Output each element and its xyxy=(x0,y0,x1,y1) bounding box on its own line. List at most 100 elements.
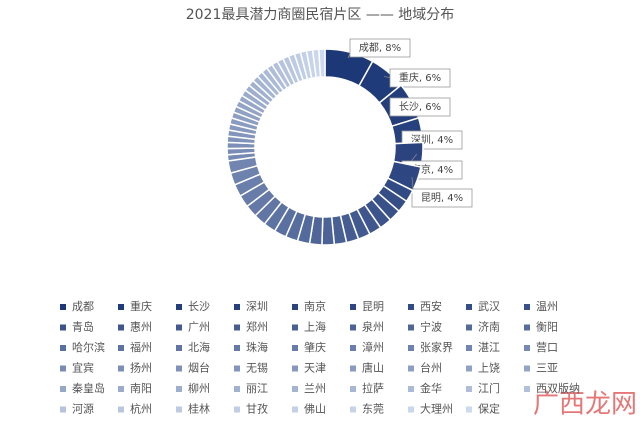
legend-marker xyxy=(292,324,298,331)
legend-marker xyxy=(118,324,124,331)
legend-label: 兰州 xyxy=(304,382,326,395)
data-label: 长沙, 6% xyxy=(399,101,441,113)
legend-label: 郑州 xyxy=(246,320,268,334)
legend-label: 上饶 xyxy=(478,362,500,375)
label-box xyxy=(389,68,451,88)
legend-label: 佛山 xyxy=(304,403,326,416)
donut-segment xyxy=(317,48,326,78)
legend-marker xyxy=(118,386,124,392)
legend-label: 宁波 xyxy=(420,320,442,334)
legend-label: 西双版纳 xyxy=(536,381,580,395)
legend-label: 丽江 xyxy=(246,382,268,395)
legend-label: 湛江 xyxy=(478,341,500,354)
legend-marker xyxy=(408,304,414,310)
legend-label: 西安 xyxy=(420,299,442,313)
legend-marker xyxy=(176,406,182,413)
label-box xyxy=(411,188,473,208)
legend-marker xyxy=(466,386,472,392)
legend-label: 广州 xyxy=(188,321,210,334)
legend-label: 成都 xyxy=(72,300,94,313)
legend-marker xyxy=(408,324,414,331)
legend-marker xyxy=(524,345,530,351)
legend-label: 哈尔滨 xyxy=(72,340,105,354)
legend-label: 长沙 xyxy=(188,300,210,313)
legend-label: 无锡 xyxy=(246,361,268,375)
legend-label: 秦皇岛 xyxy=(72,381,105,395)
legend-marker xyxy=(466,345,472,351)
legend-marker xyxy=(350,345,356,351)
legend-label: 青岛 xyxy=(72,320,94,334)
legend-marker xyxy=(176,345,182,351)
legend-marker xyxy=(60,365,66,372)
legend-marker xyxy=(118,304,124,310)
legend-label: 福州 xyxy=(130,340,152,354)
data-label: 成都, 8% xyxy=(359,42,401,54)
legend-label: 保定 xyxy=(478,402,500,416)
legend-marker xyxy=(524,365,530,372)
legend-marker xyxy=(466,324,472,331)
legend-marker xyxy=(60,345,66,351)
legend-marker xyxy=(292,345,298,351)
legend-label: 扬州 xyxy=(130,361,152,375)
legend-marker xyxy=(234,304,240,310)
legend-label: 营口 xyxy=(536,340,558,354)
legend-marker xyxy=(176,365,182,372)
legend-label: 南阳 xyxy=(130,382,152,395)
legend-marker xyxy=(292,304,298,310)
legend-label: 肇庆 xyxy=(304,340,326,354)
legend-marker xyxy=(524,324,530,331)
data-label: 南京, 4% xyxy=(411,163,453,176)
legend-marker xyxy=(60,406,66,413)
legend-marker xyxy=(408,365,414,372)
legend-marker xyxy=(60,304,66,310)
legend-label: 泉州 xyxy=(362,320,384,334)
legend-label: 台州 xyxy=(420,361,442,375)
legend-label: 江门 xyxy=(478,381,500,395)
legend-label: 天津 xyxy=(304,362,326,375)
legend-label: 北海 xyxy=(188,340,210,354)
legend-label: 武汉 xyxy=(478,300,500,313)
legend-label: 东莞 xyxy=(362,403,384,416)
legend-label: 拉萨 xyxy=(362,381,384,395)
legend-marker xyxy=(350,304,356,310)
legend-marker xyxy=(60,324,66,331)
watermark: 广西龙网 xyxy=(533,390,637,420)
label-box xyxy=(349,38,411,58)
legend-marker xyxy=(408,386,414,392)
legend-marker xyxy=(524,304,530,310)
donut-segment xyxy=(321,215,336,246)
legend-label: 张家界 xyxy=(420,340,453,354)
legend-label: 上海 xyxy=(304,320,326,334)
legend-label: 三亚 xyxy=(536,362,558,375)
legend-marker xyxy=(60,386,66,392)
legend-label: 温州 xyxy=(536,300,558,313)
legend-marker xyxy=(292,365,298,372)
legend-marker xyxy=(466,365,472,372)
legend-marker xyxy=(408,406,414,413)
legend-label: 唐山 xyxy=(362,361,384,375)
legend-marker xyxy=(118,365,124,372)
legend-label: 衡阳 xyxy=(536,321,558,334)
legend-label: 昆明 xyxy=(362,300,384,313)
legend-label: 珠海 xyxy=(246,340,268,354)
legend-marker xyxy=(176,324,182,331)
legend-label: 南京 xyxy=(304,299,326,313)
legend-marker xyxy=(118,406,124,413)
legend-marker xyxy=(234,406,240,413)
legend-marker xyxy=(466,304,472,310)
legend-label: 大理州 xyxy=(420,402,453,416)
legend-label: 惠州 xyxy=(130,320,152,334)
legend-marker xyxy=(234,365,240,372)
chart-title: 2021最具潜力商圈民宿片区 —— 地域分布 xyxy=(186,6,455,23)
legend-label: 宜宾 xyxy=(72,361,94,375)
label-box xyxy=(389,97,451,117)
legend-label: 杭州 xyxy=(130,402,152,416)
data-label: 重庆, 6% xyxy=(399,71,441,84)
legend-marker xyxy=(408,345,414,351)
legend-marker xyxy=(292,406,298,413)
legend-marker xyxy=(466,406,472,413)
legend-marker xyxy=(292,386,298,392)
legend-label: 济南 xyxy=(478,320,500,334)
legend-label: 深圳 xyxy=(246,300,268,313)
